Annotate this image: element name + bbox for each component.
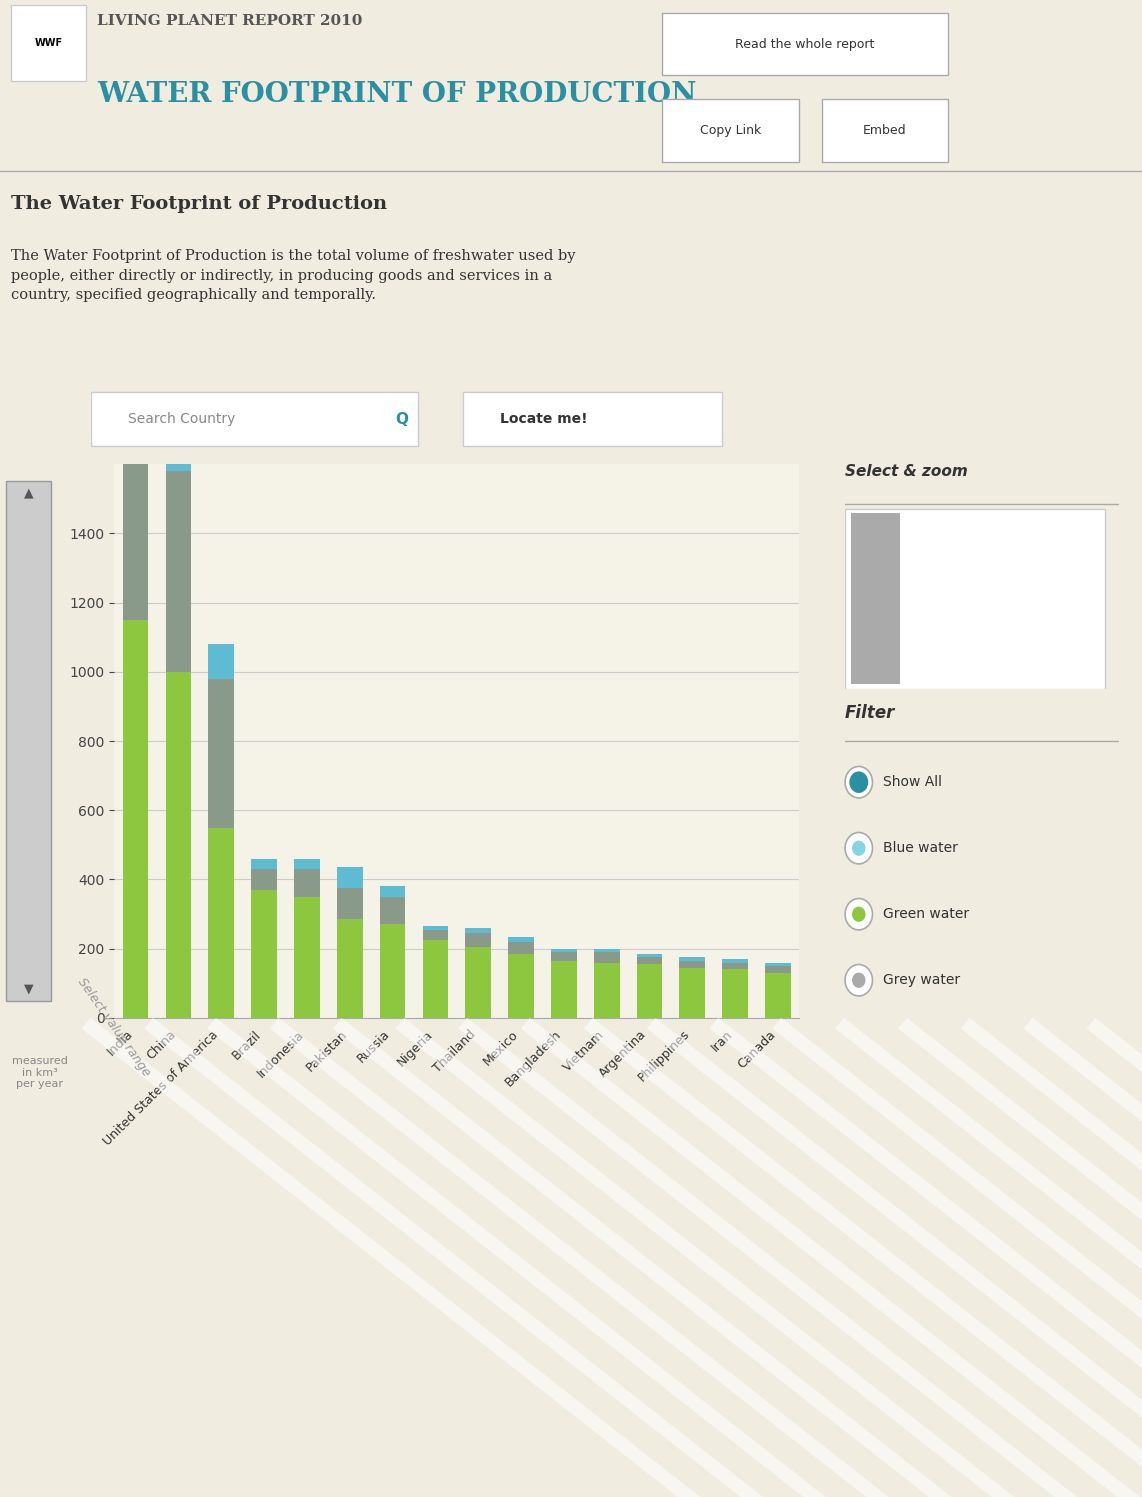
Bar <box>295 859 320 870</box>
Circle shape <box>845 964 872 996</box>
Bar <box>423 940 448 1018</box>
Bar <box>209 678 234 828</box>
Bar <box>550 949 577 952</box>
Text: Filter: Filter <box>845 704 895 722</box>
Bar <box>722 963 748 970</box>
Bar <box>594 952 619 963</box>
FancyBboxPatch shape <box>91 392 418 446</box>
Text: Locate me!: Locate me! <box>500 412 587 427</box>
Bar <box>637 954 662 958</box>
Text: Grey water: Grey water <box>884 973 960 987</box>
Bar <box>550 952 577 961</box>
Text: Search Country: Search Country <box>128 412 236 427</box>
Bar <box>508 937 533 942</box>
Bar <box>251 889 276 1018</box>
Bar <box>251 859 276 870</box>
Circle shape <box>853 973 864 987</box>
Bar <box>765 963 790 966</box>
Bar <box>166 416 192 472</box>
Bar <box>466 928 491 933</box>
Bar <box>337 919 363 1018</box>
Bar <box>508 942 533 954</box>
Bar <box>466 948 491 1018</box>
Text: WATER FOOTPRINT OF PRODUCTION: WATER FOOTPRINT OF PRODUCTION <box>97 81 697 108</box>
Text: Select & zoom: Select & zoom <box>845 464 967 479</box>
Bar <box>337 888 363 919</box>
Bar <box>722 960 748 963</box>
Bar <box>379 897 405 925</box>
Text: ▼: ▼ <box>24 984 33 996</box>
Bar <box>679 967 705 1018</box>
FancyBboxPatch shape <box>662 12 948 75</box>
FancyBboxPatch shape <box>6 481 51 1001</box>
Bar <box>550 961 577 1018</box>
Text: Green water: Green water <box>884 907 970 921</box>
Bar <box>466 933 491 948</box>
FancyBboxPatch shape <box>11 6 86 81</box>
Bar <box>123 305 148 406</box>
Bar <box>166 672 192 1018</box>
Bar <box>295 897 320 1018</box>
Text: ▲: ▲ <box>24 487 33 499</box>
Bar <box>209 828 234 1018</box>
Text: The Water Footprint of Production is the total volume of freshwater used by
peop: The Water Footprint of Production is the… <box>11 249 576 302</box>
Bar <box>379 886 405 897</box>
Circle shape <box>845 832 872 864</box>
Bar <box>637 958 662 964</box>
Text: Blue water: Blue water <box>884 841 958 855</box>
Bar <box>166 472 192 672</box>
Bar <box>251 870 276 889</box>
Text: Copy Link: Copy Link <box>700 124 762 136</box>
Bar <box>379 925 405 1018</box>
FancyBboxPatch shape <box>662 99 799 162</box>
Bar <box>594 949 619 952</box>
FancyBboxPatch shape <box>463 392 722 446</box>
Text: Embed: Embed <box>863 124 907 136</box>
Circle shape <box>853 907 864 921</box>
Text: Q: Q <box>395 412 409 427</box>
Bar <box>337 867 363 888</box>
Circle shape <box>845 766 872 798</box>
Bar <box>722 970 748 1018</box>
Circle shape <box>845 898 872 930</box>
Bar <box>123 620 148 1018</box>
Bar <box>508 954 533 1018</box>
FancyBboxPatch shape <box>822 99 948 162</box>
Text: LIVING PLANET REPORT 2010: LIVING PLANET REPORT 2010 <box>97 15 362 28</box>
Bar <box>295 870 320 897</box>
Circle shape <box>850 772 868 792</box>
FancyBboxPatch shape <box>845 509 1105 689</box>
Bar <box>423 927 448 930</box>
FancyBboxPatch shape <box>851 513 900 684</box>
Bar <box>123 406 148 620</box>
Bar <box>637 964 662 1018</box>
Text: Select value range: Select value range <box>75 975 153 1078</box>
Text: WWF: WWF <box>35 37 63 48</box>
Bar <box>765 966 790 973</box>
Text: Read the whole report: Read the whole report <box>735 37 875 51</box>
Bar <box>209 644 234 678</box>
Text: measured
in km³
per year: measured in km³ per year <box>13 1057 67 1090</box>
Bar <box>594 963 619 1018</box>
Text: Show All: Show All <box>884 775 942 789</box>
Bar <box>679 958 705 961</box>
Bar <box>423 930 448 940</box>
Bar <box>679 961 705 967</box>
Bar <box>765 973 790 1018</box>
Text: The Water Footprint of Production: The Water Footprint of Production <box>11 195 387 213</box>
Circle shape <box>853 841 864 855</box>
